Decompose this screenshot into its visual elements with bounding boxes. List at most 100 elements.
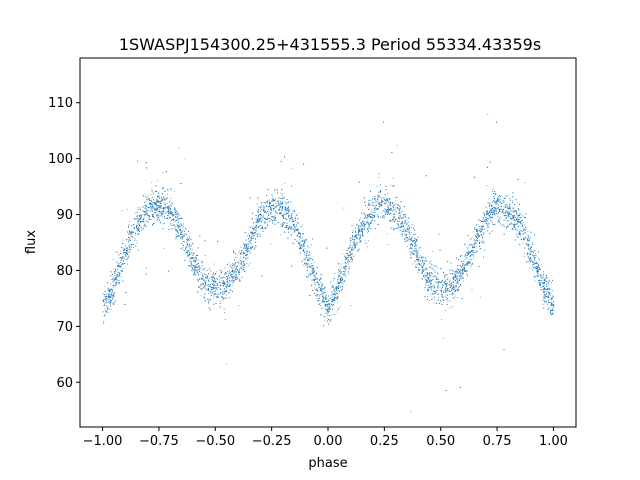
data-point <box>342 283 344 285</box>
data-point <box>479 296 481 298</box>
data-point <box>544 283 545 285</box>
data-point <box>246 263 248 264</box>
data-point <box>318 283 320 285</box>
data-point <box>186 239 187 241</box>
data-point <box>154 203 156 205</box>
data-point <box>371 213 372 215</box>
data-point <box>406 239 408 241</box>
data-point <box>417 257 419 259</box>
data-point <box>515 229 516 230</box>
data-point <box>333 298 335 299</box>
data-point <box>204 293 205 295</box>
data-point <box>168 215 170 217</box>
data-point <box>344 271 346 273</box>
data-point <box>352 245 354 247</box>
data-point <box>373 215 374 217</box>
data-point <box>291 167 292 169</box>
data-point <box>505 210 507 212</box>
data-point <box>243 248 245 250</box>
data-point <box>430 281 432 282</box>
data-point <box>222 280 224 282</box>
data-point <box>378 208 380 209</box>
data-point <box>430 266 432 268</box>
data-point <box>464 255 466 257</box>
data-point <box>126 253 128 255</box>
data-point <box>170 228 172 230</box>
data-point <box>194 269 196 271</box>
data-point <box>152 191 154 193</box>
data-point <box>449 269 451 271</box>
data-point <box>390 207 392 209</box>
data-point <box>275 203 276 204</box>
data-point <box>182 248 184 250</box>
data-point <box>228 272 230 274</box>
data-point <box>526 229 528 230</box>
data-point <box>264 202 266 203</box>
data-point <box>272 200 274 202</box>
data-point <box>348 261 350 263</box>
data-point <box>130 245 132 247</box>
data-point <box>484 219 485 221</box>
data-point <box>470 238 472 240</box>
data-point <box>412 250 414 252</box>
data-point <box>440 289 442 291</box>
data-point <box>228 273 230 275</box>
data-point <box>393 219 394 220</box>
data-point <box>199 268 200 270</box>
data-point <box>499 201 500 203</box>
data-point <box>537 263 539 265</box>
data-point <box>508 223 510 225</box>
data-point <box>328 298 330 300</box>
data-point <box>125 259 127 260</box>
data-point <box>445 289 447 291</box>
data-point <box>108 301 109 303</box>
data-point <box>187 243 188 245</box>
data-point <box>151 214 153 215</box>
data-point <box>394 214 396 216</box>
data-point <box>326 297 328 299</box>
data-point <box>539 282 540 283</box>
data-point <box>152 204 153 206</box>
data-point <box>115 285 116 287</box>
data-point <box>128 246 130 248</box>
data-point <box>297 229 299 231</box>
data-point <box>178 224 180 225</box>
data-point <box>548 297 550 298</box>
data-point <box>503 200 505 202</box>
data-point <box>234 266 236 268</box>
data-point <box>304 248 306 250</box>
data-point <box>114 291 116 293</box>
data-point <box>237 252 239 253</box>
data-point <box>549 279 551 281</box>
data-point <box>341 273 343 275</box>
data-point <box>333 298 335 300</box>
data-point <box>369 214 371 216</box>
data-point <box>373 212 374 213</box>
data-point <box>513 209 514 211</box>
data-point <box>194 257 196 259</box>
data-point <box>319 287 321 289</box>
data-point <box>415 246 417 248</box>
data-point <box>320 305 321 306</box>
data-point <box>216 281 218 283</box>
data-point <box>256 228 258 230</box>
data-point <box>540 286 542 288</box>
data-point <box>225 297 227 299</box>
data-point <box>179 214 180 216</box>
data-point <box>189 256 191 258</box>
data-point <box>386 210 388 212</box>
data-point <box>211 273 213 275</box>
data-point <box>522 234 524 235</box>
data-point <box>213 276 214 277</box>
data-point <box>110 296 112 298</box>
data-point <box>381 197 383 199</box>
data-point <box>522 231 524 232</box>
data-point <box>255 245 256 247</box>
data-point <box>522 242 524 244</box>
data-point <box>524 224 526 226</box>
data-point <box>302 237 303 239</box>
data-point <box>435 281 437 283</box>
data-point <box>361 222 363 223</box>
chart-title: 1SWASPJ154300.25+431555.3 Period 55334.4… <box>119 35 541 54</box>
data-point <box>137 209 139 211</box>
